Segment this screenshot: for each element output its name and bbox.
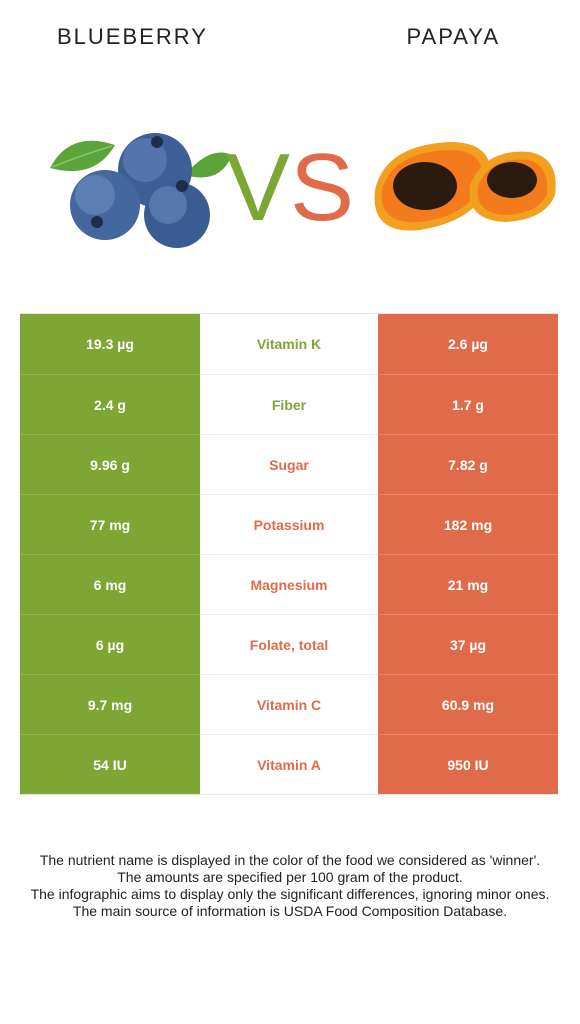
footnote: The infographic aims to display only the… — [30, 886, 550, 902]
left-value: 9.7 mg — [20, 674, 200, 734]
footnotes: The nutrient name is displayed in the co… — [20, 852, 560, 920]
nutrient-name: Folate, total — [200, 614, 378, 674]
left-value: 77 mg — [20, 494, 200, 554]
table-row: 54 IU Vitamin A 950 IU — [20, 734, 558, 794]
left-value: 6 mg — [20, 554, 200, 614]
nutrient-name: Vitamin A — [200, 734, 378, 794]
left-value: 54 IU — [20, 734, 200, 794]
versus-s: S — [290, 134, 355, 241]
right-value: 21 mg — [378, 554, 558, 614]
right-value: 37 µg — [378, 614, 558, 674]
footnote: The amounts are specified per 100 gram o… — [117, 869, 463, 885]
left-value: 19.3 µg — [20, 314, 200, 374]
left-food-title: BLUEBERRY — [57, 24, 208, 49]
table-row: 6 mg Magnesium 21 mg — [20, 554, 558, 614]
right-value: 2.6 µg — [378, 314, 558, 374]
right-value: 182 mg — [378, 494, 558, 554]
table-row: 19.3 µg Vitamin K 2.6 µg — [20, 314, 558, 374]
left-value: 6 µg — [20, 614, 200, 674]
nutrient-name: Magnesium — [200, 554, 378, 614]
right-value: 1.7 g — [378, 374, 558, 434]
right-value: 7.82 g — [378, 434, 558, 494]
nutrient-name: Fiber — [200, 374, 378, 434]
nutrient-name: Potassium — [200, 494, 378, 554]
nutrient-name: Vitamin K — [200, 314, 378, 374]
versus-label: VS — [0, 140, 580, 236]
nutrient-name: Sugar — [200, 434, 378, 494]
right-food-title: PAPAYA — [406, 24, 500, 49]
papaya-illustration — [374, 142, 556, 231]
food-illustrations — [50, 133, 556, 248]
table-row: 9.96 g Sugar 7.82 g — [20, 434, 558, 494]
table-row: 2.4 g Fiber 1.7 g — [20, 374, 558, 434]
table-row: 9.7 mg Vitamin C 60.9 mg — [20, 674, 558, 734]
table-row: 77 mg Potassium 182 mg — [20, 494, 558, 554]
nutrient-comparison-table: 19.3 µg Vitamin K 2.6 µg 2.4 g Fiber 1.7… — [20, 313, 558, 795]
table-row: 6 µg Folate, total 37 µg — [20, 614, 558, 674]
footnote: The nutrient name is displayed in the co… — [39, 852, 541, 868]
blueberry-illustration — [50, 133, 232, 248]
left-value: 2.4 g — [20, 374, 200, 434]
right-value: 950 IU — [378, 734, 558, 794]
nutrient-name: Vitamin C — [200, 674, 378, 734]
right-value: 60.9 mg — [378, 674, 558, 734]
left-value: 9.96 g — [20, 434, 200, 494]
footnote: The main source of information is USDA F… — [72, 903, 508, 919]
versus-v: V — [225, 134, 290, 241]
